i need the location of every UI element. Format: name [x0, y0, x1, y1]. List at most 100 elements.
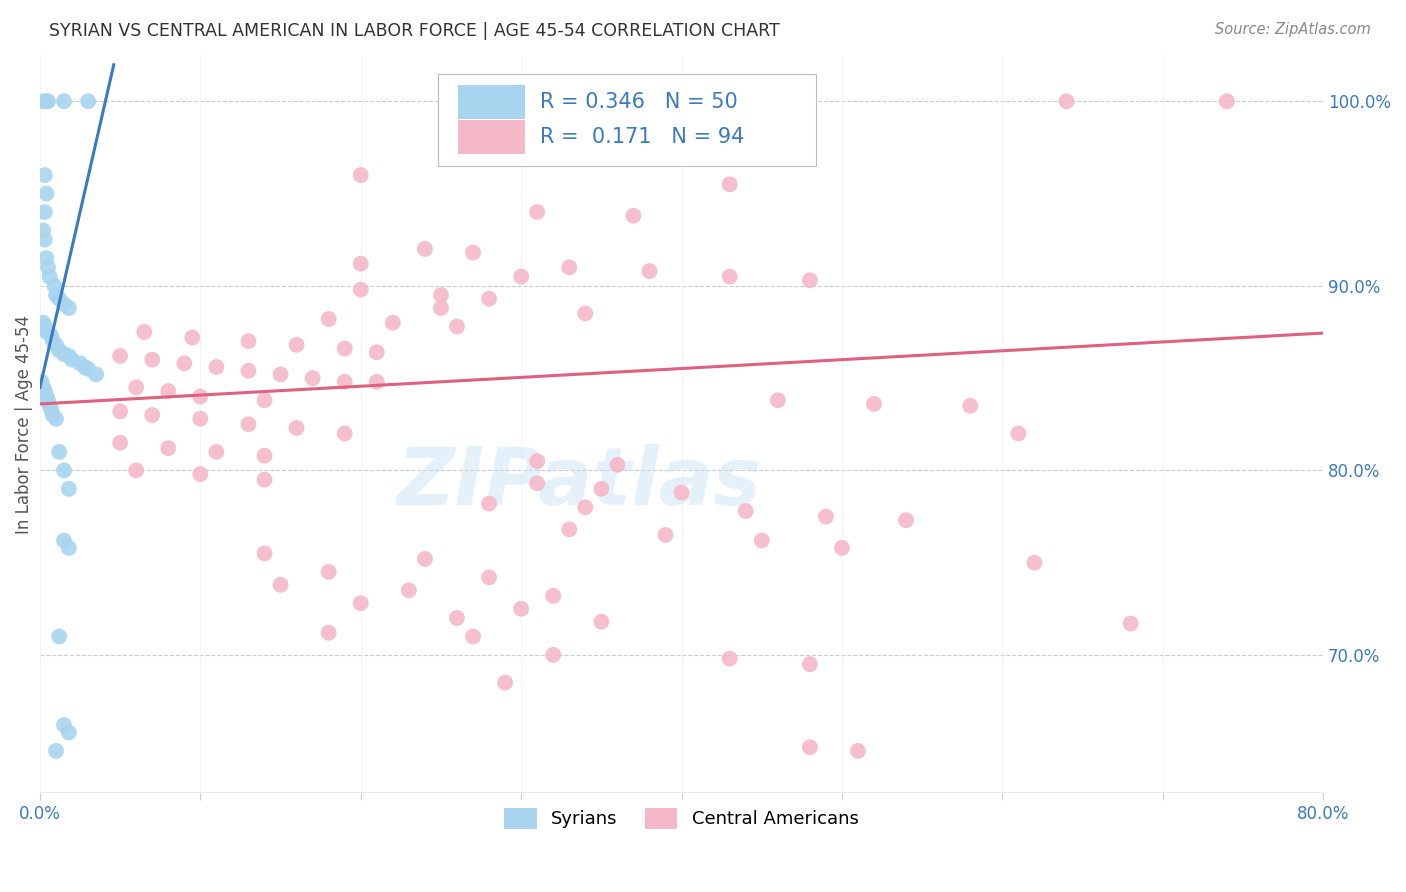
- FancyBboxPatch shape: [458, 120, 524, 154]
- Point: [285, 421, 308, 435]
- Point: [1024, 556, 1046, 570]
- Point: [53, 297, 76, 311]
- Point: [34, 319, 56, 334]
- Point: [238, 334, 260, 349]
- Point: [526, 476, 548, 491]
- Point: [34, 168, 56, 182]
- Point: [34, 205, 56, 219]
- FancyBboxPatch shape: [437, 74, 817, 166]
- Point: [526, 205, 548, 219]
- Point: [446, 319, 468, 334]
- Point: [430, 301, 453, 315]
- Point: [301, 371, 323, 385]
- Point: [58, 725, 80, 739]
- Point: [39, 328, 62, 343]
- Point: [53, 95, 76, 109]
- Point: [461, 245, 484, 260]
- Point: [190, 467, 212, 481]
- Point: [718, 651, 741, 665]
- Point: [654, 528, 676, 542]
- Point: [398, 583, 420, 598]
- Text: R =  0.171   N = 94: R = 0.171 N = 94: [540, 127, 745, 147]
- Point: [53, 463, 76, 477]
- Point: [623, 209, 645, 223]
- Text: Source: ZipAtlas.com: Source: ZipAtlas.com: [1215, 22, 1371, 37]
- Point: [42, 334, 65, 349]
- Point: [32, 223, 55, 237]
- Point: [108, 404, 131, 418]
- Point: [814, 509, 837, 524]
- Point: [53, 347, 76, 361]
- Point: [58, 482, 80, 496]
- Point: [381, 316, 404, 330]
- Point: [350, 283, 373, 297]
- Point: [31, 375, 53, 389]
- Point: [333, 426, 356, 441]
- Point: [541, 648, 564, 662]
- Point: [959, 399, 981, 413]
- Point: [42, 408, 65, 422]
- Point: [446, 611, 468, 625]
- Point: [846, 744, 869, 758]
- Point: [32, 95, 55, 109]
- Point: [558, 523, 581, 537]
- Point: [799, 740, 821, 755]
- Point: [574, 500, 596, 515]
- Point: [45, 744, 67, 758]
- Point: [58, 349, 80, 363]
- Point: [58, 301, 80, 315]
- Point: [38, 269, 60, 284]
- Point: [413, 242, 436, 256]
- Point: [73, 359, 96, 374]
- Point: [35, 390, 58, 404]
- Point: [526, 454, 548, 468]
- Point: [318, 625, 340, 640]
- Point: [1119, 616, 1142, 631]
- Point: [541, 589, 564, 603]
- Point: [125, 463, 148, 477]
- Point: [350, 168, 373, 182]
- Point: [285, 338, 308, 352]
- Point: [574, 306, 596, 320]
- Point: [108, 349, 131, 363]
- Point: [318, 565, 340, 579]
- Point: [478, 292, 501, 306]
- Point: [591, 615, 613, 629]
- Point: [58, 541, 80, 555]
- Point: [366, 375, 388, 389]
- Point: [751, 533, 773, 548]
- Point: [1216, 95, 1239, 109]
- Point: [238, 417, 260, 432]
- Point: [253, 546, 276, 560]
- Point: [606, 458, 628, 472]
- Point: [48, 292, 70, 306]
- Point: [141, 352, 163, 367]
- Point: [32, 316, 55, 330]
- Point: [157, 442, 180, 456]
- Point: [734, 504, 756, 518]
- Point: [413, 552, 436, 566]
- Point: [863, 397, 886, 411]
- Point: [48, 630, 70, 644]
- Point: [253, 473, 276, 487]
- Point: [591, 482, 613, 496]
- Point: [48, 445, 70, 459]
- Point: [205, 445, 228, 459]
- Point: [494, 675, 516, 690]
- Point: [799, 273, 821, 287]
- Point: [157, 384, 180, 398]
- Point: [34, 384, 56, 398]
- Point: [1056, 95, 1078, 109]
- Point: [45, 288, 67, 302]
- Text: ZIPatlas: ZIPatlas: [396, 444, 762, 523]
- Point: [366, 345, 388, 359]
- Point: [799, 657, 821, 672]
- Point: [478, 570, 501, 584]
- Point: [270, 368, 292, 382]
- Legend: Syrians, Central Americans: Syrians, Central Americans: [498, 801, 866, 836]
- Point: [510, 602, 533, 616]
- Point: [430, 288, 453, 302]
- Text: R = 0.346   N = 50: R = 0.346 N = 50: [540, 93, 738, 112]
- Point: [318, 312, 340, 326]
- Point: [350, 257, 373, 271]
